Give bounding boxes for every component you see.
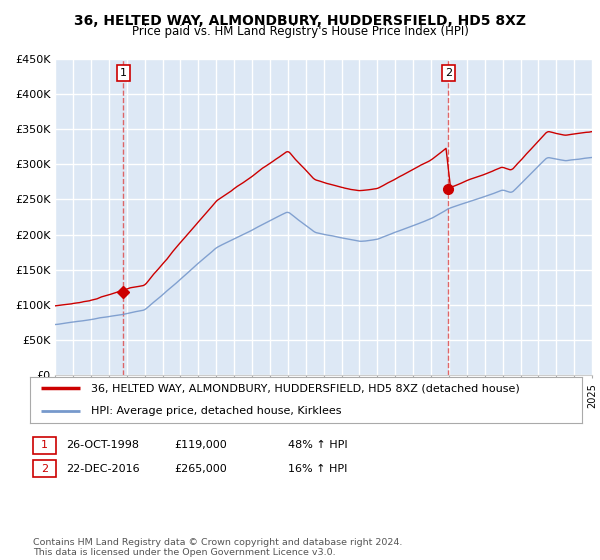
Text: 36, HELTED WAY, ALMONDBURY, HUDDERSFIELD, HD5 8XZ: 36, HELTED WAY, ALMONDBURY, HUDDERSFIELD… <box>74 14 526 28</box>
Text: 26-OCT-1998: 26-OCT-1998 <box>66 440 139 450</box>
Text: £265,000: £265,000 <box>174 464 227 474</box>
Text: 22-DEC-2016: 22-DEC-2016 <box>66 464 140 474</box>
Text: HPI: Average price, detached house, Kirklees: HPI: Average price, detached house, Kirk… <box>91 407 341 416</box>
Text: 16% ↑ HPI: 16% ↑ HPI <box>288 464 347 474</box>
Text: £119,000: £119,000 <box>174 440 227 450</box>
Text: 36, HELTED WAY, ALMONDBURY, HUDDERSFIELD, HD5 8XZ (detached house): 36, HELTED WAY, ALMONDBURY, HUDDERSFIELD… <box>91 384 520 393</box>
Text: 48% ↑ HPI: 48% ↑ HPI <box>288 440 347 450</box>
Text: Contains HM Land Registry data © Crown copyright and database right 2024.
This d: Contains HM Land Registry data © Crown c… <box>33 538 403 557</box>
Text: 2: 2 <box>445 68 452 78</box>
Text: 1: 1 <box>120 68 127 78</box>
Text: 2: 2 <box>41 464 48 474</box>
Text: Price paid vs. HM Land Registry's House Price Index (HPI): Price paid vs. HM Land Registry's House … <box>131 25 469 38</box>
Text: 1: 1 <box>41 440 48 450</box>
